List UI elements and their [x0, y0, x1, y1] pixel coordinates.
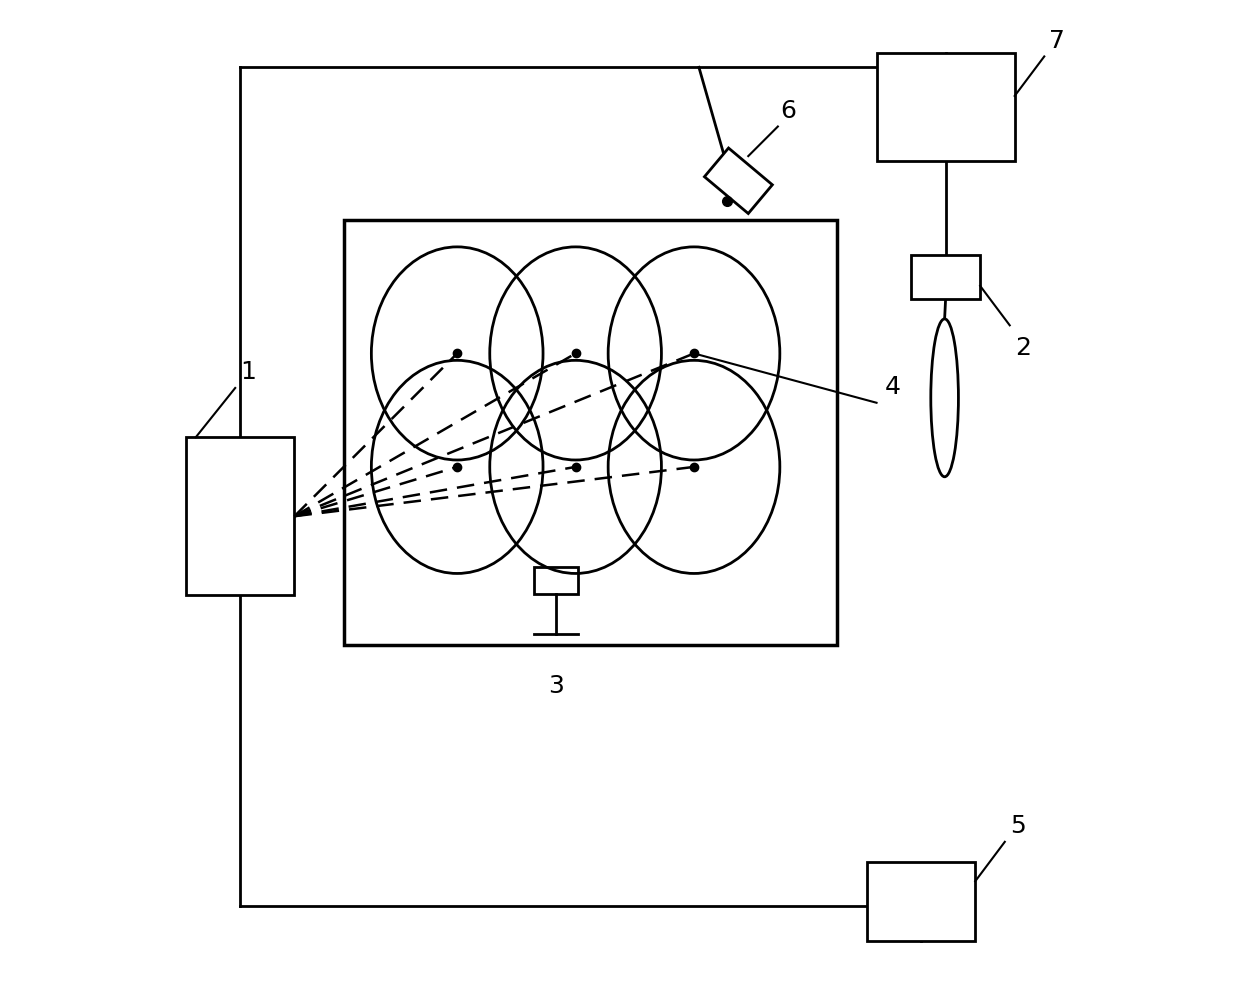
Bar — [877, 54, 1014, 162]
Bar — [533, 567, 578, 594]
Polygon shape — [704, 149, 773, 215]
Text: 2: 2 — [1014, 336, 1030, 360]
Bar — [186, 438, 294, 595]
Text: 4: 4 — [884, 375, 900, 399]
Text: 7: 7 — [1049, 29, 1065, 53]
Text: 5: 5 — [1009, 813, 1025, 837]
Bar — [867, 862, 975, 940]
Text: 3: 3 — [548, 674, 564, 698]
Text: 1: 1 — [241, 360, 255, 384]
Bar — [343, 221, 837, 645]
Ellipse shape — [931, 320, 959, 477]
Text: 6: 6 — [780, 98, 796, 122]
Bar — [911, 255, 980, 300]
